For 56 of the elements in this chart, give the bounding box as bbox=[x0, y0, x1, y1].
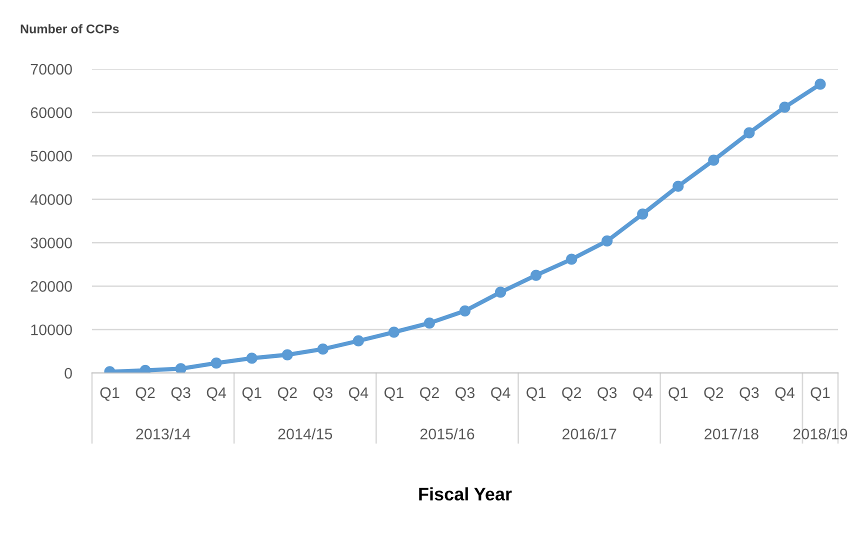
x-tick-label: Q2 bbox=[420, 387, 439, 401]
x-tick-label: Q1 bbox=[526, 387, 546, 401]
x-tick-label: Q3 bbox=[598, 387, 617, 401]
y-tick-label: 20000 bbox=[30, 281, 72, 292]
point bbox=[637, 208, 648, 220]
text: 2014/15 bbox=[278, 428, 332, 440]
x-tick-label: Q1 bbox=[242, 387, 262, 401]
x-tick-label: Q4 bbox=[633, 387, 652, 401]
x-tick-label: Q3 bbox=[313, 387, 332, 401]
point bbox=[708, 154, 720, 166]
text: 2013/14 bbox=[136, 428, 190, 440]
text: 2017/18 bbox=[704, 428, 758, 440]
y-tick-label: 10000 bbox=[31, 324, 72, 336]
point bbox=[602, 235, 613, 247]
x-tick-label: Q4 bbox=[491, 387, 510, 401]
y-tick-label: 60000 bbox=[30, 107, 72, 118]
x-tick-label: Q1 bbox=[384, 387, 404, 401]
text: 2018/19 bbox=[793, 428, 848, 440]
y-tick-label: 0 bbox=[64, 368, 72, 379]
x-tick-label: Q4 bbox=[206, 387, 226, 401]
point bbox=[459, 305, 471, 316]
text: 2016/17 bbox=[562, 428, 616, 440]
text: 2015/16 bbox=[420, 428, 474, 440]
x-tick-label: Q1 bbox=[100, 387, 120, 401]
x-tick-label: Q3 bbox=[171, 387, 190, 401]
point bbox=[175, 363, 186, 373]
point bbox=[210, 357, 222, 369]
point bbox=[530, 270, 542, 281]
x-tick-label: Q1 bbox=[810, 387, 830, 401]
point bbox=[566, 254, 578, 265]
x-tick-label: Q3 bbox=[740, 387, 759, 401]
point bbox=[814, 78, 826, 90]
point bbox=[388, 326, 400, 338]
point bbox=[779, 102, 790, 113]
y-tick-label: 50000 bbox=[30, 150, 72, 162]
y-tick-label: 40000 bbox=[30, 194, 72, 205]
x-tick-label: Q2 bbox=[278, 387, 297, 401]
x-tick-label: Q2 bbox=[562, 387, 581, 401]
x-tick-label: Q4 bbox=[775, 387, 794, 401]
x-tick-label: Q2 bbox=[704, 387, 724, 401]
point bbox=[282, 349, 293, 360]
x-axis-title: Fiscal Year bbox=[419, 487, 512, 501]
point bbox=[424, 318, 436, 329]
y-tick-label: 70000 bbox=[30, 64, 72, 75]
point bbox=[352, 335, 364, 346]
y-tick-label: 30000 bbox=[30, 238, 72, 248]
y-axis-title: Number of CCPs bbox=[20, 24, 119, 34]
x-tick-label: Q1 bbox=[668, 387, 688, 401]
x-tick-label: Q4 bbox=[348, 387, 368, 401]
point bbox=[317, 344, 328, 355]
point bbox=[744, 127, 755, 138]
point bbox=[672, 180, 684, 192]
x-tick-label: Q2 bbox=[136, 387, 155, 401]
point bbox=[494, 286, 506, 298]
x-tick-label: Q3 bbox=[456, 387, 475, 401]
point bbox=[246, 352, 258, 364]
